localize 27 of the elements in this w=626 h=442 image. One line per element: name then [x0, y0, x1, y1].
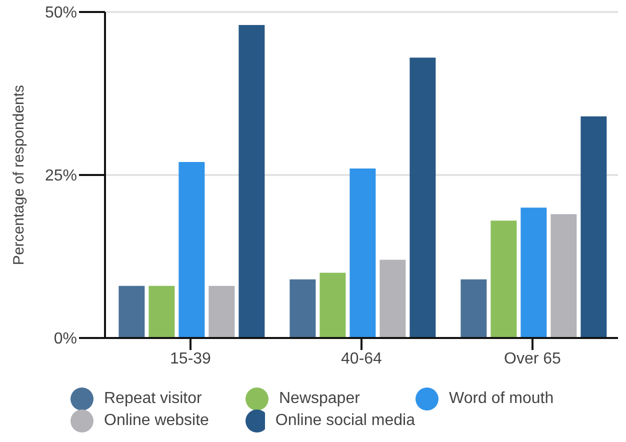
bar	[178, 162, 205, 338]
y-tick-label: 25%	[44, 168, 77, 185]
y-tick-label: 50%	[44, 4, 77, 22]
x-tick-label: Over 65	[504, 350, 562, 368]
bar	[350, 168, 376, 338]
bar	[208, 286, 235, 338]
bar	[118, 286, 145, 338]
bar	[490, 220, 517, 338]
bar	[580, 116, 607, 338]
legend-label: Word of mouth	[449, 390, 554, 408]
bar	[380, 260, 406, 338]
bar	[520, 208, 547, 338]
legend-label: Newspaper	[279, 390, 360, 408]
bar	[238, 25, 265, 338]
x-tick-label: 15-39	[170, 350, 212, 368]
legend-label: Repeat visitor	[104, 390, 202, 408]
legend-label: Online website	[104, 412, 209, 430]
bar	[460, 279, 487, 338]
legend-label: Online social media	[275, 412, 415, 430]
bar	[290, 279, 316, 338]
bar	[550, 214, 577, 338]
bar	[410, 58, 436, 338]
y-axis-title: Percentage of respondents	[10, 84, 28, 266]
bar	[148, 286, 175, 338]
y-tick-label: 0%	[54, 330, 77, 348]
x-tick-label: 40-64	[341, 350, 382, 368]
bar	[320, 272, 346, 338]
